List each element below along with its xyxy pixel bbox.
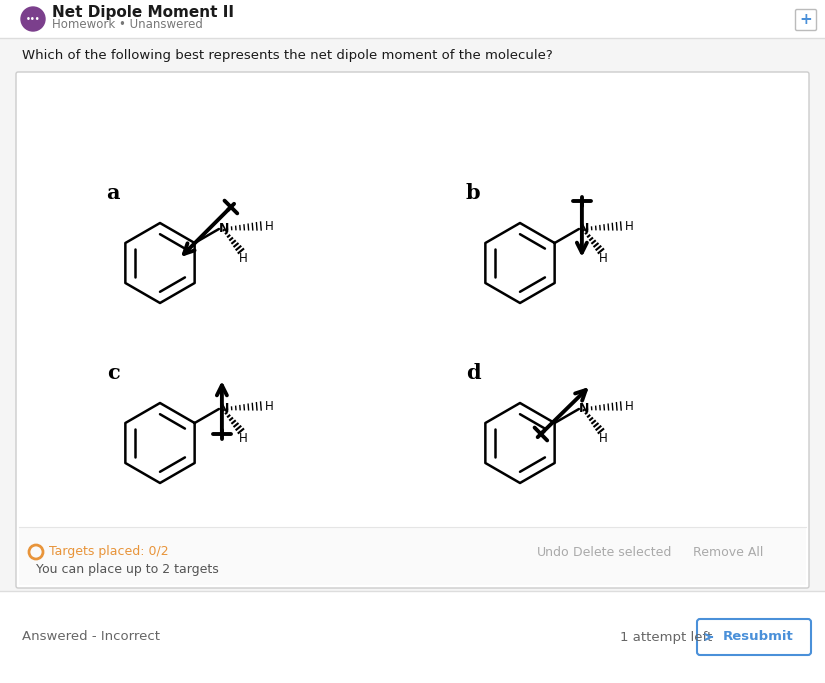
- FancyBboxPatch shape: [19, 527, 806, 585]
- Text: +: +: [799, 12, 813, 27]
- Text: Homework • Unanswered: Homework • Unanswered: [52, 18, 203, 31]
- FancyBboxPatch shape: [16, 72, 809, 588]
- Text: Remove All: Remove All: [693, 546, 763, 559]
- Text: Net Dipole Moment II: Net Dipole Moment II: [52, 5, 234, 20]
- Text: N: N: [219, 223, 229, 236]
- Text: N: N: [219, 402, 229, 415]
- FancyBboxPatch shape: [697, 619, 811, 655]
- Text: H: H: [625, 219, 634, 232]
- Text: •••: •••: [26, 16, 40, 25]
- Text: H: H: [265, 219, 273, 232]
- Text: Targets placed: 0/2: Targets placed: 0/2: [49, 546, 168, 559]
- Text: N: N: [579, 402, 589, 415]
- Text: 1 attempt left: 1 attempt left: [620, 630, 712, 643]
- FancyBboxPatch shape: [0, 591, 825, 683]
- Text: H: H: [598, 251, 607, 264]
- Text: You can place up to 2 targets: You can place up to 2 targets: [36, 563, 219, 576]
- Text: Which of the following best represents the net dipole moment of the molecule?: Which of the following best represents t…: [22, 49, 553, 63]
- Text: H: H: [238, 251, 248, 264]
- Text: b: b: [465, 183, 480, 203]
- Text: c: c: [106, 363, 120, 383]
- Text: Undo: Undo: [537, 546, 569, 559]
- Circle shape: [21, 7, 45, 31]
- Text: Answered - Incorrect: Answered - Incorrect: [22, 630, 160, 643]
- Text: H: H: [265, 400, 273, 413]
- FancyBboxPatch shape: [0, 0, 825, 38]
- Text: d: d: [465, 363, 480, 383]
- FancyBboxPatch shape: [795, 10, 817, 31]
- Text: N: N: [579, 223, 589, 236]
- Text: Resubmit: Resubmit: [723, 630, 794, 643]
- Text: Delete selected: Delete selected: [573, 546, 672, 559]
- Text: H: H: [598, 432, 607, 445]
- Text: H: H: [238, 432, 248, 445]
- Text: a: a: [106, 183, 120, 203]
- Text: H: H: [625, 400, 634, 413]
